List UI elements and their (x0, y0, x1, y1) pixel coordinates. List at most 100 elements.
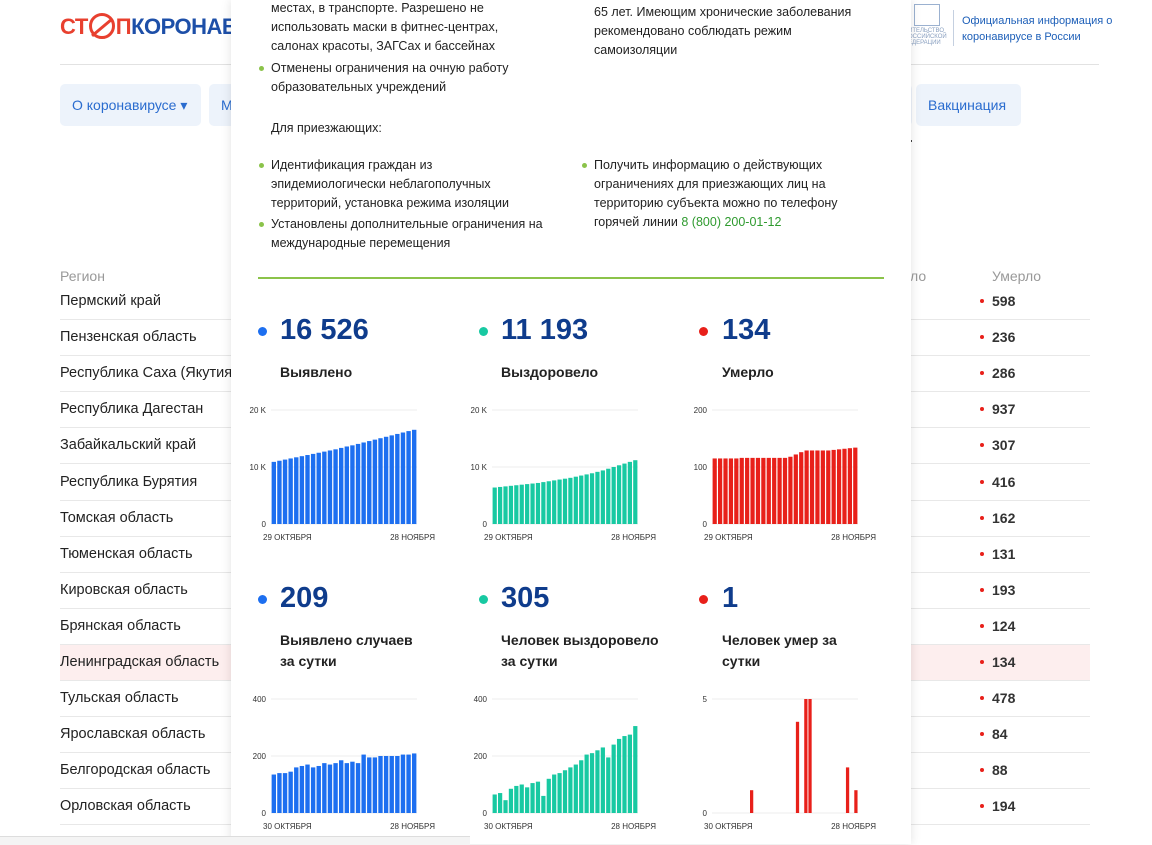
bar[interactable] (316, 452, 321, 524)
bar[interactable] (799, 452, 804, 524)
bar[interactable] (492, 794, 497, 813)
bar[interactable] (562, 770, 568, 813)
bar[interactable] (395, 433, 400, 524)
bar[interactable] (412, 753, 417, 813)
bar[interactable] (498, 793, 503, 813)
bar[interactable] (294, 457, 299, 524)
bar[interactable] (718, 458, 723, 524)
bar[interactable] (734, 458, 739, 524)
bar[interactable] (400, 432, 406, 524)
bar[interactable] (412, 429, 417, 524)
bar[interactable] (611, 744, 616, 813)
bar[interactable] (739, 457, 744, 524)
region-name[interactable]: Пермский край (60, 293, 161, 309)
bar[interactable] (557, 479, 562, 524)
bar[interactable] (766, 457, 771, 524)
bar[interactable] (305, 764, 310, 813)
bar[interactable] (322, 763, 327, 813)
bar[interactable] (831, 449, 836, 524)
region-name[interactable]: Республика Дагестан (60, 401, 204, 418)
hotline-link[interactable]: 8 (800) 200-01-12 (681, 215, 782, 229)
bar[interactable] (530, 483, 535, 524)
bar[interactable] (333, 449, 338, 524)
bar[interactable] (777, 457, 782, 524)
bar[interactable] (854, 790, 858, 813)
bar[interactable] (793, 454, 798, 524)
bar[interactable] (400, 754, 406, 813)
column-header-partial[interactable]: ло (910, 268, 927, 284)
bar[interactable] (299, 765, 305, 813)
bar[interactable] (600, 747, 605, 813)
bar[interactable] (820, 450, 825, 524)
bar[interactable] (606, 757, 611, 813)
bar[interactable] (282, 459, 288, 524)
bar[interactable] (755, 457, 761, 524)
bar[interactable] (378, 438, 383, 524)
bar[interactable] (339, 447, 344, 524)
bar[interactable] (723, 458, 728, 524)
bar[interactable] (579, 475, 584, 524)
region-name[interactable]: Ярославская область (60, 726, 206, 743)
bar[interactable] (541, 482, 546, 524)
government-emblem-icon[interactable]: ИТЕЛЬСТВО ОССИЙСКОЙ ЕДЕРАЦИИ (908, 4, 948, 46)
bar[interactable] (616, 738, 622, 813)
bar[interactable] (573, 476, 578, 524)
bar[interactable] (584, 754, 589, 813)
bar[interactable] (355, 763, 361, 813)
bar[interactable] (808, 699, 812, 813)
bar[interactable] (406, 431, 411, 524)
bar[interactable] (288, 458, 293, 524)
bar[interactable] (277, 773, 282, 813)
bar[interactable] (327, 450, 333, 524)
bar[interactable] (530, 783, 535, 813)
bar[interactable] (589, 753, 595, 813)
official-info-link[interactable]: Официальная информация о коронавирусе в … (962, 15, 1113, 43)
bar[interactable] (514, 785, 519, 813)
bar[interactable] (310, 453, 316, 524)
bar[interactable] (535, 482, 541, 524)
bar[interactable] (606, 468, 611, 524)
bar[interactable] (712, 458, 717, 524)
bar[interactable] (350, 445, 355, 524)
bar[interactable] (584, 474, 589, 524)
bar[interactable] (772, 457, 777, 524)
bar[interactable] (600, 470, 605, 524)
bar[interactable] (322, 451, 327, 524)
bar[interactable] (310, 767, 316, 813)
region-name[interactable]: Тюменская область (60, 545, 193, 562)
bar[interactable] (395, 756, 400, 813)
bar[interactable] (595, 750, 600, 813)
bar[interactable] (271, 774, 276, 813)
bar[interactable] (372, 439, 378, 524)
column-header-died[interactable]: Умерло (992, 268, 1042, 284)
bar[interactable] (344, 446, 349, 524)
bar[interactable] (503, 800, 508, 813)
bar[interactable] (514, 485, 519, 524)
bar[interactable] (611, 467, 616, 524)
bar[interactable] (627, 461, 632, 524)
bar[interactable] (294, 767, 299, 813)
bar[interactable] (788, 456, 793, 524)
bar[interactable] (503, 486, 508, 524)
bar[interactable] (372, 757, 378, 813)
bar[interactable] (271, 461, 276, 524)
nav-about-coronavirus[interactable]: О коронавирусе ▾ (60, 84, 201, 126)
bar[interactable] (519, 484, 524, 524)
region-name[interactable]: Кировская область (60, 581, 188, 598)
bar[interactable] (525, 484, 530, 524)
region-name[interactable]: Орловская область (60, 798, 191, 815)
bar[interactable] (508, 485, 514, 524)
bar[interactable] (847, 448, 852, 524)
bar[interactable] (853, 447, 858, 524)
region-name[interactable]: Тульская область (60, 690, 179, 707)
bar[interactable] (389, 756, 394, 813)
bar[interactable] (815, 450, 820, 524)
bar[interactable] (568, 477, 573, 524)
bar[interactable] (750, 790, 754, 813)
bar[interactable] (541, 795, 546, 813)
site-logo[interactable]: СТ ПКОРОНАВИ (60, 13, 253, 39)
bar[interactable] (367, 757, 372, 813)
bar[interactable] (750, 457, 755, 524)
bar[interactable] (836, 449, 842, 524)
bar[interactable] (519, 784, 524, 814)
